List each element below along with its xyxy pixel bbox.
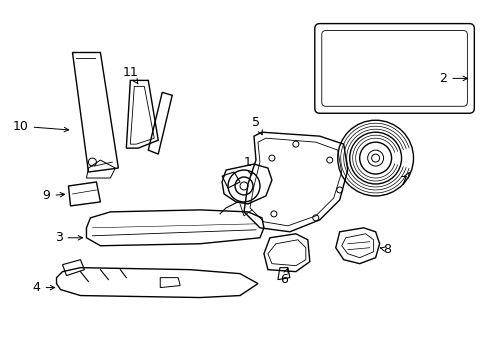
Text: 7: 7 [399, 172, 408, 189]
Text: 5: 5 [251, 116, 262, 135]
Text: 2: 2 [439, 72, 467, 85]
Text: 3: 3 [55, 231, 82, 244]
Text: 10: 10 [13, 120, 68, 133]
Text: 1: 1 [244, 156, 252, 175]
Text: 4: 4 [33, 281, 55, 294]
Text: 8: 8 [380, 243, 391, 256]
Text: 11: 11 [122, 66, 138, 84]
Text: 9: 9 [42, 189, 64, 202]
Text: 6: 6 [279, 268, 287, 286]
